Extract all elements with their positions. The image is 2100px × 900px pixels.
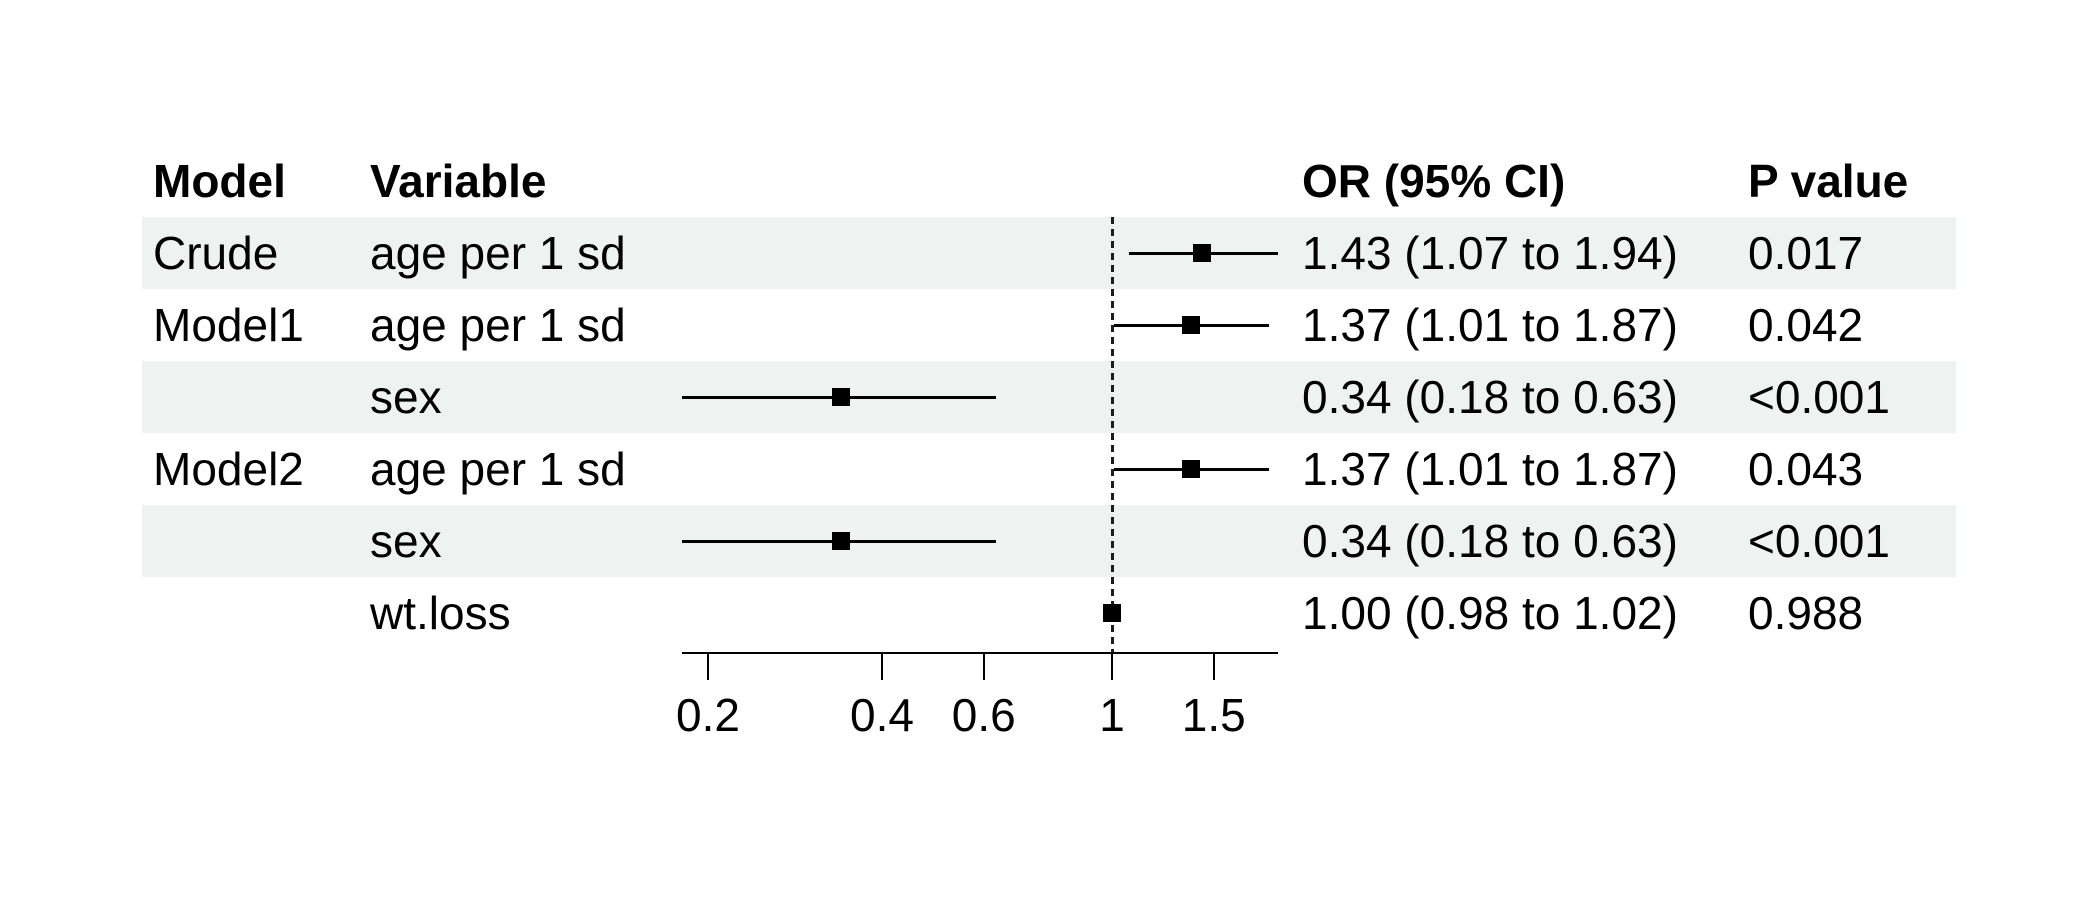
- cell-or-ci: 1.37 (1.01 to 1.87): [1302, 443, 1678, 495]
- x-axis-tick: [880, 652, 883, 680]
- x-axis-tick: [1212, 652, 1215, 680]
- cell-model: Crude: [153, 227, 279, 279]
- x-axis-tick-label: 1: [1099, 689, 1125, 741]
- cell-variable: sex: [370, 371, 442, 423]
- cell-p-value: 0.043: [1748, 443, 1864, 495]
- cell-or-ci: 1.00 (0.98 to 1.02): [1302, 587, 1678, 639]
- x-axis-tick: [706, 652, 709, 680]
- cell-or-ci: 0.34 (0.18 to 0.63): [1302, 515, 1678, 567]
- cell-variable: wt.loss: [370, 587, 511, 639]
- column-header-variable: Variable: [370, 155, 547, 207]
- x-axis-tick-label: 0.4: [850, 689, 914, 741]
- table-row: Crude age per 1 sd 1.43 (1.07 to 1.94) 0…: [142, 217, 1956, 289]
- table-header-row: Model Variable OR (95% CI) P value: [142, 145, 1956, 217]
- table-row: Model1 age per 1 sd 1.37 (1.01 to 1.87) …: [142, 289, 1956, 361]
- table-row: sex 0.34 (0.18 to 0.63) <0.001: [142, 361, 1956, 433]
- cell-model: Model2: [153, 443, 304, 495]
- cell-or-ci: 1.37 (1.01 to 1.87): [1302, 299, 1678, 351]
- x-axis-tick: [982, 652, 985, 680]
- x-axis-tick-label: 1.5: [1181, 689, 1246, 741]
- cell-p-value: 0.042: [1748, 299, 1864, 351]
- cell-model: Model1: [153, 299, 304, 351]
- cell-p-value: 0.988: [1748, 587, 1864, 639]
- cell-or-ci: 1.43 (1.07 to 1.94): [1302, 227, 1678, 279]
- cell-p-value: <0.001: [1748, 515, 1890, 567]
- x-axis-tick-label: 0.2: [676, 689, 740, 741]
- table-row: Model2 age per 1 sd 1.37 (1.01 to 1.87) …: [142, 433, 1956, 505]
- cell-variable: age per 1 sd: [370, 227, 626, 279]
- column-header-or-ci: OR (95% CI): [1302, 155, 1566, 207]
- column-header-p-value: P value: [1748, 155, 1909, 207]
- x-axis-tick-label: 0.6: [951, 689, 1016, 741]
- cell-variable: age per 1 sd: [370, 443, 626, 495]
- column-header-model: Model: [153, 155, 286, 207]
- x-axis-tick: [1111, 652, 1113, 680]
- cell-p-value: <0.001: [1748, 371, 1890, 423]
- cell-or-ci: 0.34 (0.18 to 0.63): [1302, 371, 1678, 423]
- table-row: sex 0.34 (0.18 to 0.63) <0.001: [142, 505, 1956, 577]
- cell-p-value: 0.017: [1748, 227, 1864, 279]
- cell-variable: age per 1 sd: [370, 299, 626, 351]
- cell-variable: sex: [370, 515, 442, 567]
- table-row: wt.loss 1.00 (0.98 to 1.02) 0.988: [142, 577, 1956, 649]
- x-axis-line: [681, 652, 1279, 654]
